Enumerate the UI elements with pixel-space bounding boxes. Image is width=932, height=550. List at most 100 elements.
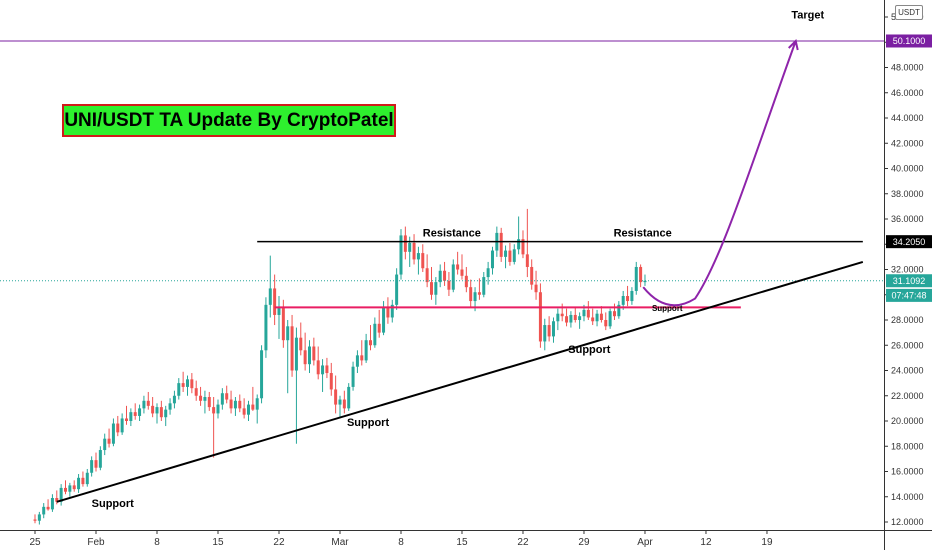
candle	[133, 403, 137, 420]
candle-body	[242, 408, 246, 415]
candle-body	[251, 404, 255, 410]
candle	[534, 270, 538, 300]
candle-body	[482, 277, 486, 295]
candle-body	[294, 337, 298, 371]
candle	[551, 317, 555, 343]
candle-body	[612, 311, 616, 317]
candle-body	[521, 239, 525, 255]
candle	[517, 216, 521, 255]
candle	[490, 246, 494, 275]
candle-body	[220, 393, 224, 405]
candle-body	[643, 280, 647, 283]
y-tick-label: 16.0000	[891, 467, 924, 477]
candle-body	[151, 405, 155, 414]
candle-body	[307, 346, 311, 365]
candle	[377, 309, 381, 338]
candle	[220, 388, 224, 410]
y-tick-label: 36.0000	[891, 214, 924, 224]
candle	[172, 390, 176, 409]
price-tag-text: 34.2050	[893, 237, 926, 247]
x-tick-label: 15	[212, 537, 224, 548]
y-tick-label: 26.0000	[891, 340, 924, 350]
candle	[312, 337, 316, 366]
candle-body	[460, 269, 464, 276]
candle-body	[582, 309, 586, 317]
candle-body	[443, 270, 447, 281]
candle-body	[560, 313, 564, 317]
candle	[347, 383, 351, 411]
candle	[129, 408, 133, 427]
y-tick-label: 28.0000	[891, 315, 924, 325]
candle-body	[434, 282, 438, 295]
support-label-2: Support	[347, 417, 389, 429]
candle	[547, 316, 551, 342]
candles-group	[33, 208, 647, 525]
candle-body	[355, 355, 359, 367]
candle-body	[630, 290, 634, 302]
candle-body	[181, 383, 185, 387]
price-tag-bg	[886, 274, 932, 288]
candle	[429, 266, 433, 300]
candle	[273, 274, 277, 326]
y-tick-label: 14.0000	[891, 492, 924, 502]
candle	[199, 386, 203, 406]
candle-body	[290, 326, 294, 371]
x-tick-label: 12	[700, 537, 712, 548]
candle-body	[168, 403, 172, 410]
candle	[290, 314, 294, 377]
candle	[351, 361, 355, 391]
candle	[325, 357, 329, 379]
candle	[403, 226, 407, 260]
candle-body	[299, 337, 303, 351]
candle	[386, 297, 390, 324]
candle	[229, 390, 233, 414]
candle-body	[395, 274, 399, 305]
target-arrowhead	[788, 38, 799, 51]
candle	[643, 274, 647, 286]
candle-body	[172, 395, 176, 404]
candle	[608, 308, 612, 329]
candle	[412, 234, 416, 265]
candle	[260, 345, 264, 404]
candle	[68, 482, 72, 497]
candle	[50, 494, 54, 512]
candle	[364, 333, 368, 363]
candle-body	[368, 340, 372, 346]
candle-body	[94, 460, 98, 468]
candle	[421, 244, 425, 273]
candle	[360, 340, 364, 366]
candle-body	[447, 280, 451, 290]
candle-body	[351, 366, 355, 387]
candle	[190, 373, 194, 394]
target-label: Target	[791, 9, 824, 21]
x-tick-label: 19	[761, 537, 773, 548]
chart-title: UNI/USDT TA Update By CryptoPatel	[64, 109, 394, 131]
price-tag-countdown: 07:47:48	[886, 288, 932, 302]
candle	[46, 499, 50, 511]
x-tick-label: 25	[29, 537, 41, 548]
candle-body	[55, 498, 59, 502]
candle	[477, 278, 481, 300]
candle-body	[68, 485, 72, 492]
candle	[569, 311, 573, 328]
candle	[512, 244, 516, 265]
candle-body	[538, 292, 542, 342]
candle-body	[586, 309, 590, 318]
candle-body	[203, 397, 207, 401]
y-tick-label: 40.0000	[891, 164, 924, 174]
price-tags-group: 50.1000 34.2050 31.1092 07:47:48	[886, 34, 932, 302]
candle-body	[408, 242, 412, 252]
candle	[142, 395, 146, 414]
currency-badge[interactable]: USDT	[895, 5, 923, 20]
candle	[63, 480, 67, 495]
candle-body	[155, 407, 159, 414]
candle-body	[63, 487, 67, 492]
candle-body	[626, 296, 630, 302]
candle	[399, 229, 403, 280]
candle	[338, 395, 342, 418]
candle	[246, 400, 250, 421]
candle-body	[124, 418, 128, 421]
candle-body	[386, 307, 390, 318]
candle-body	[277, 307, 281, 315]
